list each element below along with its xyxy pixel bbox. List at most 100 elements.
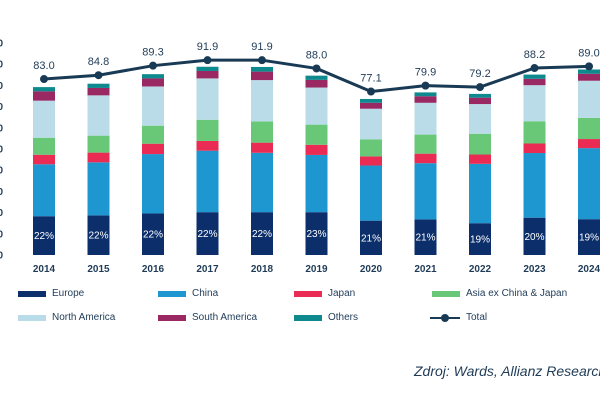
y-tick-label: 0: [0, 145, 3, 156]
bar-others-2023: [523, 74, 546, 79]
legend-label-asia: Asia ex China & Japan: [466, 288, 568, 299]
legend-label-japan: Japan: [328, 288, 356, 299]
bar-asia-ex-china-japan-2024: [578, 117, 600, 140]
bar-china-2022: [469, 163, 491, 224]
bar-asia-ex-china-japan-2015: [87, 135, 110, 153]
legend-swatch-north-america: [18, 314, 46, 321]
bar-asia-ex-china-japan-2021: [414, 134, 437, 154]
bar-asia-ex-china-japan-2020: [360, 139, 382, 157]
bar-south-america-2023: [523, 78, 546, 86]
bar-japan-2023: [523, 143, 546, 154]
bar-japan-2022: [469, 154, 491, 164]
bar-north-america-2023: [523, 85, 546, 122]
legend-swatch-europe: [18, 290, 46, 297]
bar-south-america-2018: [251, 71, 273, 81]
bar-china-2014: [33, 164, 55, 217]
bar-asia-ex-china-japan-2017: [196, 119, 219, 141]
total-line-group: 83.0 84.8 89.3 91.9 91.9 88.0 77.1 79.9 79.2 88.2…: [33, 41, 600, 96]
x-tick-2018: 2018: [251, 264, 274, 275]
bar-others-2014: [33, 87, 55, 92]
total-marker-2019: [312, 64, 321, 73]
bar-north-america-2018: [251, 80, 273, 122]
source-note: Zdroj: Wards, Allianz Research: [414, 363, 600, 379]
bar-south-america-2024: [578, 73, 600, 81]
total-marker-2024: [585, 62, 593, 71]
legend-label-europe: Europe: [52, 288, 85, 299]
x-tick-2017: 2017: [196, 264, 219, 275]
y-tick-label: 0: [0, 102, 3, 113]
bar-europe-2022: [469, 223, 491, 255]
bar-others-2017: [196, 66, 219, 71]
legend-swatch-total: [430, 313, 460, 322]
bar-south-america-2021: [414, 96, 437, 103]
total-label-2016: 89.3: [142, 47, 163, 59]
legend-label-north-america: North America: [52, 312, 116, 323]
total-marker-2018: [258, 56, 266, 65]
bar-japan-2024: [578, 139, 600, 149]
x-tick-2022: 2022: [469, 264, 492, 275]
bar-others-2016: [142, 74, 164, 79]
x-axis-ticks: 2014 2015 2016 2017 2018 2019 2020 2021 2022 2023…: [33, 264, 600, 275]
legend-item-total: Total: [430, 312, 487, 323]
legend-swatch-south-america: [158, 314, 186, 321]
europe-share-label-2019: 23%: [306, 229, 326, 240]
total-label-2020: 77.1: [360, 73, 381, 85]
bar-south-america-2015: [87, 87, 110, 96]
x-tick-2021: 2021: [414, 264, 437, 275]
europe-share-label-2015: 22%: [88, 231, 108, 242]
bar-europe-2017: [196, 212, 219, 255]
bar-north-america-2015: [87, 95, 110, 136]
bar-japan-2019: [305, 144, 328, 155]
y-tick-label: 0: [0, 187, 3, 198]
total-label-2021: 79.9: [415, 67, 436, 79]
europe-share-label-2018: 22%: [252, 229, 272, 240]
europe-share-label-2021: 21%: [415, 233, 435, 244]
bar-north-america-2022: [469, 104, 491, 134]
bar-south-america-2020: [360, 102, 382, 109]
bars-group: [33, 66, 600, 255]
y-tick-label: 0: [0, 123, 3, 134]
bar-europe-2021: [414, 219, 437, 255]
legend-item-others: Others: [294, 312, 358, 323]
legend-item-china: China: [158, 288, 218, 299]
legend-swatch-others: [294, 314, 322, 321]
x-tick-2020: 2020: [360, 264, 383, 275]
bar-china-2019: [305, 154, 328, 213]
bar-europe-2024: [578, 219, 600, 255]
bar-others-2018: [251, 66, 273, 72]
bar-north-america-2020: [360, 108, 382, 140]
bar-others-2020: [360, 98, 382, 103]
x-tick-2019: 2019: [305, 264, 328, 275]
europe-share-label-2017: 22%: [197, 229, 217, 240]
bar-south-america-2019: [305, 79, 328, 88]
bar-japan-2016: [142, 143, 164, 155]
bar-others-2021: [414, 92, 437, 97]
bar-north-america-2021: [414, 102, 437, 135]
total-marker-2015: [94, 71, 103, 80]
total-marker-2023: [530, 64, 539, 73]
bar-asia-ex-china-japan-2023: [523, 121, 546, 144]
y-tick-label: 0: [0, 60, 3, 71]
legend-label-others: Others: [328, 312, 359, 323]
bar-japan-2014: [33, 154, 55, 165]
bar-others-2022: [469, 93, 491, 98]
x-tick-2015: 2015: [87, 264, 110, 275]
bar-south-america-2022: [469, 97, 491, 105]
europe-share-label-2014: 22%: [34, 231, 54, 242]
x-tick-2023: 2023: [523, 264, 546, 275]
y-tick-label: 0: [0, 208, 3, 219]
bar-others-2024: [578, 69, 600, 74]
bar-china-2018: [251, 152, 273, 213]
bar-asia-ex-china-japan-2019: [305, 124, 328, 145]
total-marker-2014: [40, 75, 48, 84]
bar-north-america-2019: [305, 87, 328, 125]
bar-china-2016: [142, 154, 164, 214]
legend-label-south-america: South America: [192, 312, 258, 323]
total-marker-2021: [421, 81, 430, 90]
legend-swatch-japan: [294, 290, 322, 297]
europe-share-label-2020: 21%: [361, 233, 381, 244]
bar-japan-2017: [196, 140, 219, 151]
total-marker-2016: [149, 61, 157, 70]
legend-item-south-america: South America: [158, 312, 257, 323]
bar-europe-2019: [305, 212, 328, 255]
